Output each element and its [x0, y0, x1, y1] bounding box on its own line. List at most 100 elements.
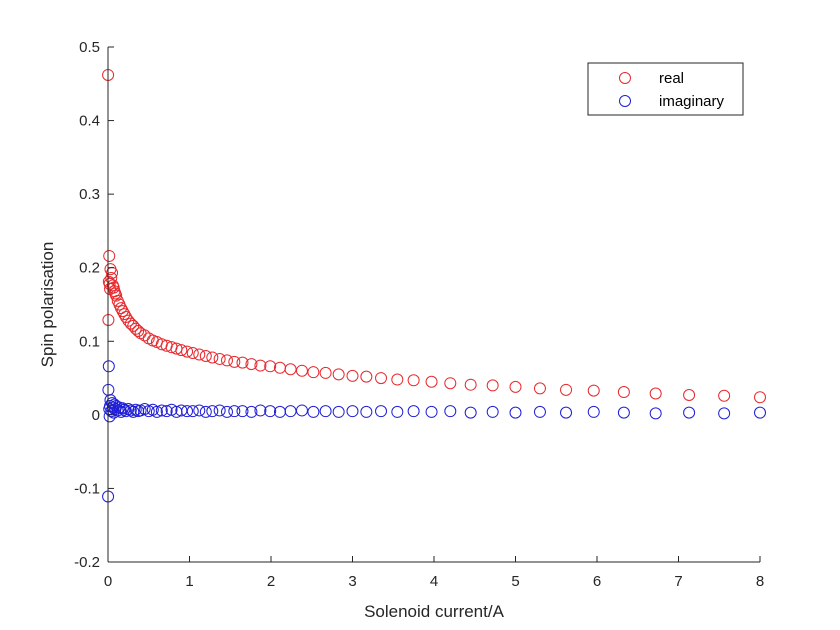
y-tick-label: 0.2 [79, 260, 100, 277]
data-point-real [220, 354, 233, 367]
data-point-real [206, 351, 219, 364]
data-point-real [236, 356, 249, 369]
data-point-imaginary [391, 405, 404, 418]
data-point-real [718, 389, 731, 402]
data-point-real [533, 382, 546, 395]
x-tick-label: 3 [348, 573, 356, 590]
data-point-imaginary [533, 405, 546, 418]
data-point-imaginary [360, 405, 373, 418]
data-point-imaginary [425, 405, 438, 418]
data-point-imaginary [617, 406, 630, 419]
data-point-imaginary [560, 406, 573, 419]
data-point-real [375, 372, 388, 385]
data-point-real [425, 375, 438, 388]
data-point-real [391, 373, 404, 386]
data-point-imaginary [346, 405, 359, 418]
data-point-imaginary [319, 405, 332, 418]
data-point-real [199, 350, 212, 362]
y-tick-label: 0.3 [79, 186, 100, 203]
legend-marker-real [619, 72, 631, 84]
data-point-imaginary [407, 405, 420, 418]
data-point-imaginary [102, 360, 115, 373]
data-point-imaginary [486, 405, 499, 418]
data-point-imaginary [236, 405, 249, 418]
data-point-real [295, 364, 308, 377]
legend-label-real: real [659, 70, 684, 87]
data-point-imaginary [116, 402, 129, 415]
data-point-real [754, 391, 766, 404]
data-point-imaginary [181, 405, 194, 418]
data-point-imaginary [254, 404, 267, 417]
legend-label-imaginary: imaginary [659, 93, 725, 110]
y-tick-label: -0.2 [74, 554, 100, 571]
data-point-imaginary [587, 405, 600, 418]
data-point-real [186, 347, 199, 360]
x-tick-label: 5 [511, 573, 519, 590]
y-axis-label: Spin polarisation [38, 242, 57, 368]
y-axis: -0.2 -0.1 0 0.1 0.2 0.3 0.4 0.5 [74, 39, 114, 571]
series-real [102, 68, 766, 404]
x-tick-label: 8 [756, 573, 764, 590]
data-point-real [254, 359, 267, 372]
data-point-imaginary [683, 406, 696, 419]
y-tick-label: 0.1 [79, 333, 100, 350]
data-point-real [407, 374, 420, 387]
x-tick-label: 0 [104, 573, 112, 590]
data-point-real [649, 387, 662, 400]
y-tick-label: -0.1 [74, 480, 100, 497]
x-tick-label: 2 [267, 573, 275, 590]
data-point-real [103, 249, 116, 262]
x-tick-label: 6 [593, 573, 601, 590]
data-point-real [332, 368, 345, 381]
data-point-imaginary [220, 405, 233, 418]
data-point-real [175, 344, 188, 357]
data-point-imaginary [284, 405, 297, 418]
data-point-imaginary [295, 404, 308, 417]
data-point-imaginary [332, 405, 345, 418]
data-point-imaginary [213, 404, 226, 417]
data-point-imaginary [245, 405, 258, 418]
data-point-imaginary [444, 405, 457, 418]
data-point-real [129, 322, 142, 335]
data-point-real [346, 369, 359, 382]
x-tick-label: 1 [185, 573, 193, 590]
data-point-imaginary [150, 405, 163, 418]
data-point-imaginary [206, 405, 219, 418]
plot-area [102, 68, 766, 503]
data-point-real [118, 308, 131, 321]
data-point-real [464, 378, 477, 391]
data-point-real [617, 386, 630, 399]
x-axis: 0 1 2 3 4 5 6 7 8 [104, 556, 764, 590]
data-point-imaginary [375, 405, 388, 418]
data-point-real [360, 370, 373, 383]
data-point-real [110, 289, 123, 302]
y-tick-label: 0 [92, 407, 100, 424]
data-point-imaginary [127, 405, 140, 418]
data-point-real [683, 388, 696, 401]
data-point-imaginary [718, 407, 731, 420]
data-point-real [116, 305, 129, 318]
x-tick-label: 4 [430, 573, 438, 590]
data-point-real [509, 380, 522, 393]
data-point-real [307, 366, 320, 379]
legend-box [587, 62, 744, 116]
data-point-real [181, 345, 194, 358]
data-point-imaginary [193, 404, 206, 417]
data-point-imaginary [119, 405, 132, 418]
y-tick-label: 0.4 [79, 113, 100, 130]
data-point-real [105, 272, 118, 285]
data-point-real [213, 352, 226, 365]
data-point-real [444, 377, 457, 390]
data-point-imaginary [307, 405, 320, 418]
x-axis-label: Solenoid current/A [364, 602, 505, 621]
data-point-imaginary [464, 406, 477, 419]
x-tick-label: 7 [674, 573, 682, 590]
data-point-imaginary [129, 403, 142, 416]
data-point-real [319, 366, 332, 379]
data-point-imaginary [509, 406, 522, 419]
data-point-real [132, 324, 145, 337]
data-point-imaginary [754, 406, 766, 419]
data-point-real [284, 363, 297, 376]
data-point-real [264, 360, 277, 373]
legend: real imaginary [587, 62, 744, 116]
